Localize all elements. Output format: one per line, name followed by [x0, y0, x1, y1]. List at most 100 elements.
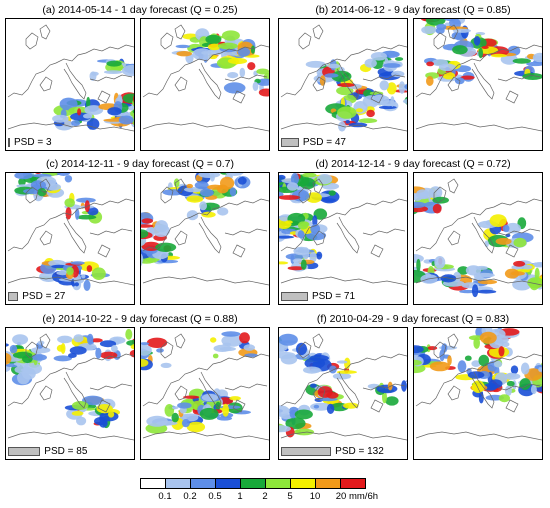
psd-bar: [8, 292, 19, 301]
legend-swatch: [240, 478, 266, 489]
coastline: [25, 32, 39, 50]
coastline: [198, 216, 222, 254]
coastline: [174, 385, 188, 401]
coastline: [39, 24, 51, 40]
precipitation-field: [171, 28, 269, 97]
coastline: [447, 385, 461, 401]
coastline: [174, 24, 186, 40]
precipitation-field: [305, 50, 407, 132]
coastline: [370, 244, 384, 258]
observed-map: [5, 172, 135, 305]
coastline: [280, 44, 407, 98]
precipitation-field: [279, 173, 340, 272]
coastline: [280, 353, 407, 407]
coastline: [39, 385, 53, 401]
coastline: [415, 122, 542, 132]
coastline: [447, 24, 459, 40]
coastline: [312, 178, 324, 194]
coastline: [415, 198, 542, 252]
coastline: [174, 178, 186, 194]
coastline: [160, 186, 174, 204]
coastline: [7, 431, 134, 441]
coastline: [415, 431, 542, 441]
coastline: [160, 32, 174, 50]
coastline: [224, 74, 268, 82]
observed-map: [5, 327, 135, 460]
coastline: [298, 32, 312, 50]
coastline: [97, 399, 111, 413]
panel-title: (f) 2010-04-29 - 9 day forecast (Q = 0.8…: [316, 313, 510, 325]
legend-label: 20 mm/6h: [335, 491, 379, 502]
psd-indicator: PSD = 71: [281, 291, 355, 302]
precipitation-field: [14, 173, 110, 291]
coastline: [336, 62, 360, 100]
observed-map: [5, 18, 135, 151]
coastline: [336, 216, 360, 254]
observed-map: [278, 18, 408, 151]
coastline: [505, 244, 519, 258]
psd-bar: [8, 447, 41, 456]
coastline: [336, 371, 360, 409]
precipitation-field: [414, 328, 542, 404]
coastline: [174, 230, 188, 246]
coastline: [232, 399, 246, 413]
legend-label: 5: [287, 491, 293, 502]
coastline: [39, 178, 51, 194]
coastline: [7, 44, 134, 98]
legend-label: 0.1: [158, 491, 172, 502]
coastline: [312, 230, 326, 246]
legend-label: 2: [262, 491, 268, 502]
coastline: [280, 276, 407, 286]
coastline: [142, 353, 269, 407]
psd-bar: [8, 138, 10, 147]
legend-label: 0.2: [183, 491, 197, 502]
coastline: [312, 385, 326, 401]
psd-label: PSD = 27: [22, 291, 66, 302]
coastline: [89, 228, 133, 236]
coastline: [362, 383, 406, 391]
forecast-map: [413, 18, 543, 151]
coastline: [174, 333, 186, 349]
coastline: [89, 383, 133, 391]
panel-title: (e) 2014-10-22 - 9 day forecast (Q = 0.8…: [42, 313, 238, 325]
psd-label: PSD = 85: [44, 446, 88, 457]
coastline: [497, 228, 541, 236]
coastline: [224, 383, 268, 391]
coastline: [312, 24, 324, 40]
legend-swatch: [315, 478, 341, 489]
panel-title: (d) 2014-12-14 - 9 day forecast (Q = 0.7…: [315, 158, 511, 170]
psd-label: PSD = 47: [302, 137, 346, 148]
coastline: [63, 62, 87, 100]
coastline: [298, 341, 312, 359]
forecast-map: [140, 18, 270, 151]
psd-label: PSD = 3: [14, 137, 52, 148]
forecast-map: [140, 172, 270, 305]
coastline: [362, 228, 406, 236]
legend-label: 1: [237, 491, 243, 502]
coastline: [433, 341, 447, 359]
psd-label: PSD = 132: [335, 446, 384, 457]
coastline: [370, 90, 384, 104]
legend-colorbar: [140, 478, 366, 489]
coastline: [447, 333, 459, 349]
coastline: [63, 371, 87, 409]
coastline: [198, 371, 222, 409]
coastline: [7, 353, 134, 407]
psd-indicator: PSD = 3: [8, 137, 52, 148]
coastline: [447, 230, 461, 246]
precipitation-field: [414, 186, 542, 298]
coastline: [89, 74, 133, 82]
precipitation-field: [6, 328, 134, 429]
panel-title: (b) 2014-06-12 - 9 day forecast (Q = 0.8…: [315, 4, 511, 16]
coastline: [505, 90, 519, 104]
coastline: [7, 276, 134, 286]
forecast-map: [413, 172, 543, 305]
coastline: [505, 399, 519, 413]
coastline: [280, 431, 407, 441]
coastline: [25, 186, 39, 204]
psd-indicator: PSD = 132: [281, 446, 384, 457]
psd-indicator: PSD = 85: [8, 446, 87, 457]
coastline: [471, 371, 495, 409]
coastline: [298, 186, 312, 204]
precipitation-legend: 0.1 0.2 0.5 1 2 5 10 20 mm/6h: [140, 478, 378, 503]
